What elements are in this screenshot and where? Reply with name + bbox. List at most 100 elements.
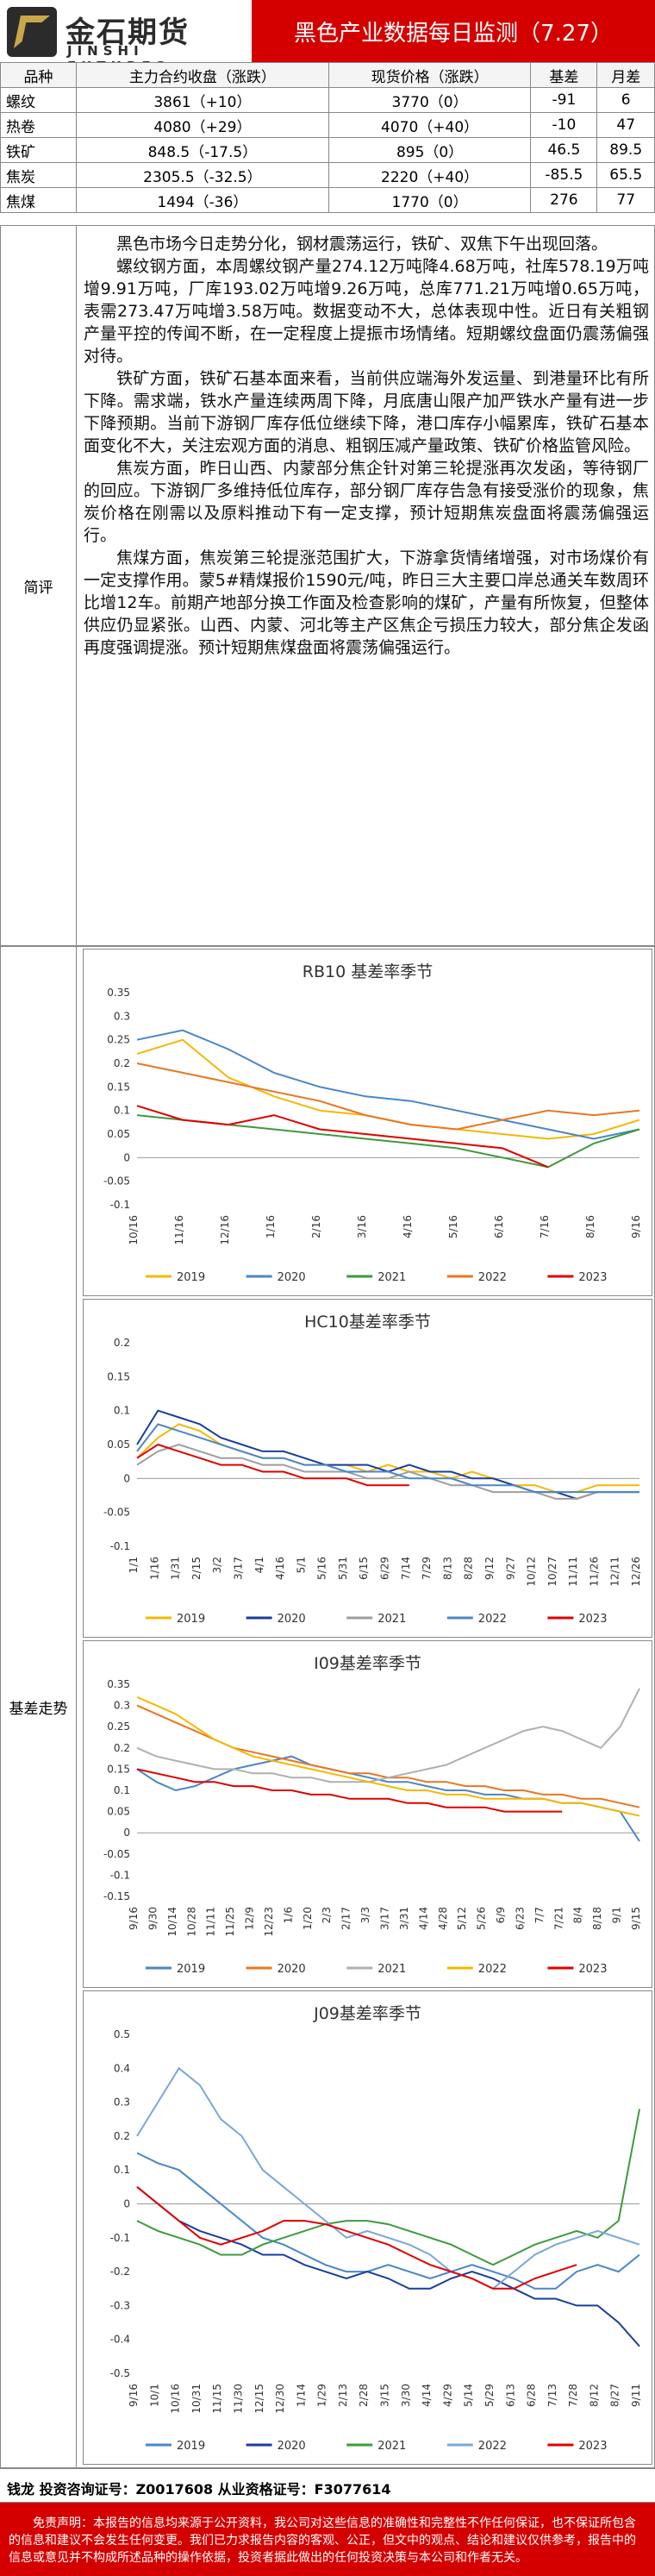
series-line-2019 bbox=[136, 1038, 640, 1140]
series-line-2023 bbox=[136, 1105, 549, 1169]
x-tick-label: 7/29 bbox=[421, 1557, 433, 1580]
series-line-2022 bbox=[136, 1062, 640, 1131]
series-line-2020 bbox=[136, 2186, 640, 2347]
price-cell: 4070（+40） bbox=[328, 112, 532, 138]
series-line-2022 bbox=[136, 1695, 640, 1817]
price-row: 铁矿 848.5（-17.5） 895（0） 46.5 89.5 bbox=[0, 137, 655, 163]
price-cell: 47 bbox=[596, 112, 655, 138]
series-line-2023 bbox=[136, 1768, 563, 1813]
series-line-2023 bbox=[136, 2186, 577, 2290]
y-tick-label: 0 bbox=[123, 1827, 130, 1839]
series-line-2022 bbox=[136, 2066, 640, 2290]
legend-label: 2019 bbox=[177, 1963, 205, 1976]
product-name: 螺纹 bbox=[0, 87, 77, 113]
header-cell: 月差 bbox=[596, 62, 655, 88]
x-tick-label: 11/26 bbox=[588, 1557, 600, 1587]
x-tick-label: 9/16 bbox=[128, 2384, 140, 2407]
y-tick-label: -0.15 bbox=[103, 1890, 130, 1902]
price-cell: 77 bbox=[596, 187, 655, 213]
x-tick-label: 4/29 bbox=[441, 2384, 453, 2407]
disclaimer: 免责声明：本报告的信息均来源于公开资料，我公司对这些信息的准确性和完整性不作任何… bbox=[0, 2503, 655, 2576]
y-tick-label: 0.1 bbox=[114, 1105, 130, 1117]
y-tick-label: 0.35 bbox=[107, 987, 130, 999]
commentary-paragraph: 螺纹钢方面，本周螺纹钢产量274.12万吨降4.68万吨，社库578.19万吨增… bbox=[84, 257, 649, 366]
legend-label: 2022 bbox=[478, 1613, 507, 1626]
x-tick-label: 3/3 bbox=[359, 1907, 371, 1923]
y-tick-label: 0.1 bbox=[114, 1784, 130, 1796]
header-cell: 品种 bbox=[0, 62, 77, 88]
x-tick-label: 10/31 bbox=[190, 2384, 203, 2414]
x-tick-label: 2/17 bbox=[340, 1907, 352, 1930]
price-row: 热卷 4080（+29） 4070（+40） -10 47 bbox=[0, 112, 655, 138]
y-tick-label: 0.2 bbox=[114, 1337, 130, 1349]
y-tick-label: -0.05 bbox=[103, 1507, 130, 1519]
product-name: 焦煤 bbox=[0, 187, 77, 213]
y-tick-label: -0.05 bbox=[103, 1175, 130, 1188]
x-tick-label: 6/28 bbox=[526, 2384, 538, 2407]
price-row: 焦煤 1494（-36） 1770（0） 276 77 bbox=[0, 187, 655, 213]
x-tick-label: 5/16 bbox=[447, 1215, 459, 1238]
y-tick-label: 0.1 bbox=[114, 2164, 130, 2176]
x-tick-label: 1/6 bbox=[282, 1907, 294, 1923]
y-tick-label: 0.15 bbox=[107, 1763, 130, 1775]
x-tick-label: 11/16 bbox=[173, 1215, 185, 1245]
x-tick-label: 8/27 bbox=[609, 2384, 621, 2407]
y-tick-label: 0.3 bbox=[114, 2097, 130, 2109]
price-cell: 6 bbox=[596, 87, 655, 113]
chart-j09: J09基差率季节 0.5 0.4 0.3 0.2 0.1 0 -0.1 -0.2 -0.3 -0.4… bbox=[83, 1990, 652, 2465]
y-tick-label: 0.05 bbox=[107, 1128, 130, 1140]
x-tick-label: 12/30 bbox=[274, 2384, 286, 2414]
x-tick-label: 11/15 bbox=[211, 2384, 223, 2414]
analyst-contact: 钱龙 投资咨询证号：Z0017608 从业资格证号：F3077614 bbox=[0, 2468, 655, 2503]
x-tick-label: 1/1 bbox=[128, 1557, 140, 1573]
x-tick-label: 6/15 bbox=[358, 1557, 370, 1580]
chart-title: HC10基差率季节 bbox=[304, 1313, 431, 1332]
x-tick-label: 7/21 bbox=[552, 1907, 565, 1930]
chart-title: J09基差率季节 bbox=[313, 2004, 421, 2023]
legend-label: 2021 bbox=[377, 1963, 406, 1976]
y-tick-label: 0.15 bbox=[107, 1081, 130, 1093]
x-tick-label: 12/23 bbox=[263, 1907, 275, 1937]
x-tick-label: 6/29 bbox=[379, 1557, 391, 1580]
header-cell: 基差 bbox=[530, 62, 598, 88]
chart-title: I09基差率季节 bbox=[314, 1654, 421, 1673]
y-tick-label: 0.3 bbox=[114, 1010, 130, 1022]
y-tick-label: -0.5 bbox=[110, 2367, 130, 2379]
x-tick-label: 3/16 bbox=[356, 1215, 368, 1238]
y-tick-label: -0.3 bbox=[110, 2299, 130, 2311]
product-name: 铁矿 bbox=[0, 137, 77, 163]
price-cell: 2220（+40） bbox=[328, 162, 532, 188]
price-row: 焦炭 2305.5（-32.5） 2220（+40） -85.5 65.5 bbox=[0, 162, 655, 188]
legend-label: 2022 bbox=[478, 1271, 507, 1284]
x-tick-label: 1/14 bbox=[295, 2384, 307, 2407]
series-line-2021 bbox=[136, 2109, 640, 2266]
report-header: 金石期货 JINSHI FUTURES 黑色产业数据每日监测（7.27） bbox=[0, 0, 655, 74]
x-tick-label: 7/7 bbox=[533, 1907, 546, 1923]
price-cell: 4080（+29） bbox=[76, 112, 329, 138]
price-cell: 65.5 bbox=[596, 162, 655, 188]
price-cell: 3861（+10） bbox=[76, 87, 329, 113]
legend-label: 2020 bbox=[278, 1613, 306, 1626]
series-line-2019 bbox=[136, 1423, 639, 1494]
x-tick-label: 8/18 bbox=[591, 1907, 603, 1930]
price-cell: 2305.5（-32.5） bbox=[76, 162, 329, 188]
legend-label: 2021 bbox=[377, 1613, 406, 1626]
x-tick-label: 5/14 bbox=[463, 2384, 475, 2407]
price-cell: 3770（0） bbox=[328, 87, 532, 113]
legend-label: 2019 bbox=[177, 1613, 205, 1626]
header-cell: 主力合约收盘（涨跌） bbox=[76, 62, 329, 88]
x-tick-label: 5/12 bbox=[456, 1907, 468, 1930]
x-tick-label: 10/14 bbox=[166, 1907, 178, 1937]
legend-label: 2019 bbox=[177, 1271, 205, 1284]
price-cell: 276 bbox=[530, 187, 598, 213]
legend-label: 2021 bbox=[377, 2440, 406, 2453]
legend-label: 2023 bbox=[578, 1963, 607, 1976]
x-tick-label: 7/13 bbox=[546, 2384, 558, 2407]
x-tick-label: 3/17 bbox=[379, 1907, 391, 1930]
x-tick-label: 6/13 bbox=[504, 2384, 516, 2407]
x-tick-label: 10/16 bbox=[170, 2384, 182, 2414]
price-cell: 89.5 bbox=[596, 137, 655, 163]
price-row: 螺纹 3861（+10） 3770（0） -91 6 bbox=[0, 87, 655, 113]
y-tick-label: 0.4 bbox=[114, 2062, 130, 2074]
x-tick-label: 11/25 bbox=[224, 1907, 236, 1937]
